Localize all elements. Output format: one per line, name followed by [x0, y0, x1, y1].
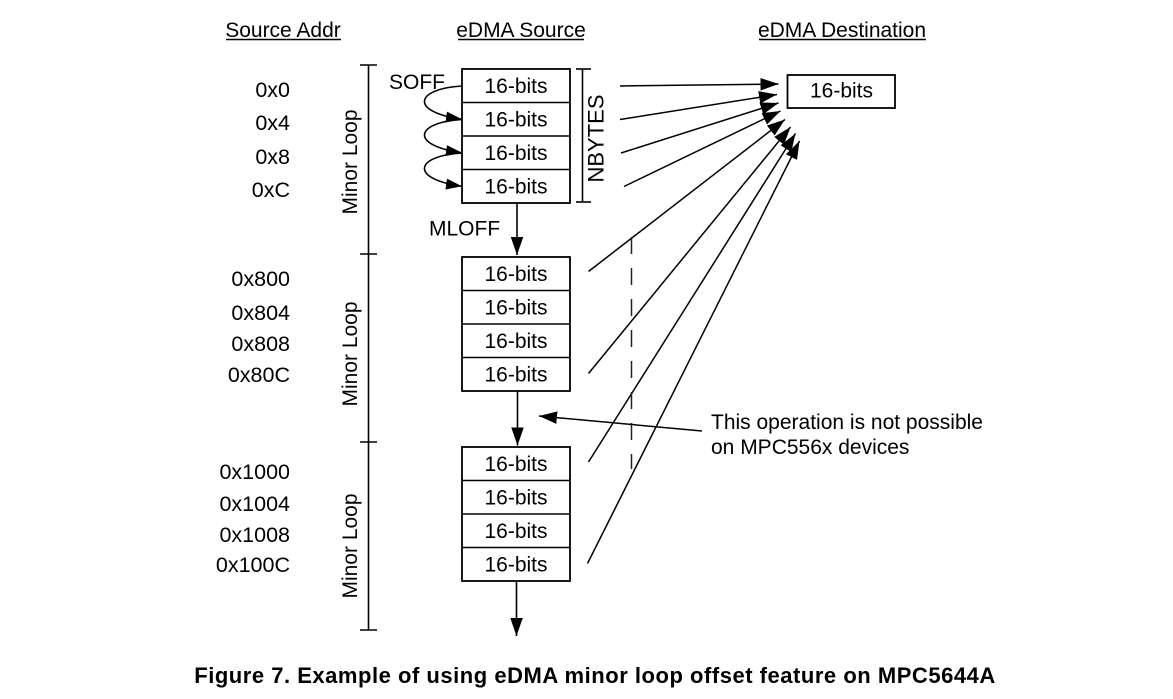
svg-text:0x4: 0x4: [255, 111, 290, 135]
svg-text:0x804: 0x804: [231, 301, 290, 325]
svg-text:0x100C: 0x100C: [216, 553, 290, 577]
svg-text:Minor Loop: Minor Loop: [339, 493, 362, 598]
svg-text:eDMA Source: eDMA Source: [456, 19, 586, 42]
svg-text:0x1008: 0x1008: [219, 523, 290, 547]
svg-text:16-bits: 16-bits: [484, 109, 547, 132]
svg-text:0x80C: 0x80C: [228, 363, 290, 387]
svg-text:on MPC556x devices: on MPC556x devices: [711, 436, 909, 459]
svg-text:Minor Loop: Minor Loop: [339, 109, 362, 214]
svg-text:SOFF: SOFF: [389, 71, 445, 94]
svg-text:16-bits: 16-bits: [484, 176, 547, 199]
svg-text:0x1000: 0x1000: [219, 460, 290, 484]
svg-text:16-bits: 16-bits: [484, 554, 547, 577]
svg-text:This operation is not possible: This operation is not possible: [711, 411, 983, 434]
svg-text:16-bits: 16-bits: [484, 487, 547, 510]
svg-text:eDMA Destination: eDMA Destination: [758, 19, 926, 42]
svg-text:16-bits: 16-bits: [484, 364, 547, 387]
svg-text:Figure 7. Example of using eDM: Figure 7. Example of using eDMA minor lo…: [194, 663, 996, 688]
svg-text:16-bits: 16-bits: [484, 142, 547, 165]
svg-text:NBYTES: NBYTES: [584, 94, 609, 182]
svg-text:16-bits: 16-bits: [484, 297, 547, 320]
svg-text:MLOFF: MLOFF: [429, 218, 500, 241]
svg-text:0x808: 0x808: [231, 332, 290, 356]
svg-text:Minor Loop: Minor Loop: [339, 301, 362, 406]
svg-text:16-bits: 16-bits: [484, 263, 547, 286]
svg-text:16-bits: 16-bits: [484, 453, 547, 476]
svg-text:16-bits: 16-bits: [810, 80, 873, 103]
svg-text:0x800: 0x800: [231, 267, 290, 291]
svg-text:16-bits: 16-bits: [484, 75, 547, 98]
svg-text:0x1004: 0x1004: [219, 492, 290, 516]
svg-text:16-bits: 16-bits: [484, 520, 547, 543]
svg-text:0xC: 0xC: [252, 178, 290, 202]
svg-text:0x0: 0x0: [255, 78, 290, 102]
svg-text:0x8: 0x8: [255, 145, 290, 169]
svg-text:16-bits: 16-bits: [484, 330, 547, 353]
svg-text:Source Addr: Source Addr: [225, 19, 341, 42]
